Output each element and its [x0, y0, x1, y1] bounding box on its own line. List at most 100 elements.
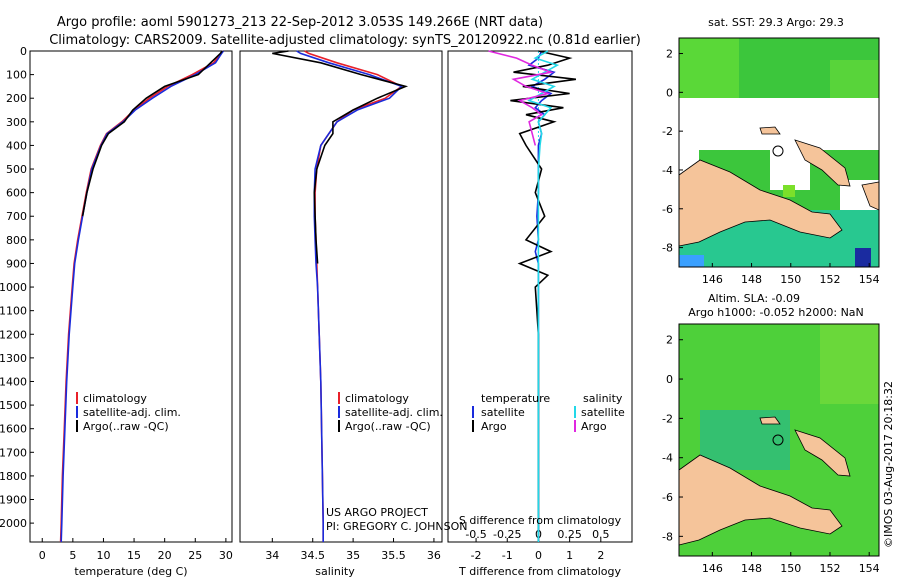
project-line1: US ARGO PROJECT: [326, 506, 428, 519]
map-top-land-new-guinea: [678, 159, 843, 247]
map-y-tick-label: -2: [662, 412, 673, 425]
x-tick-label: 2: [597, 549, 604, 562]
series-line-2: [527, 50, 560, 542]
y-tick-label: 1000: [0, 281, 27, 294]
series-line-0: [527, 50, 556, 542]
series-line-1: [60, 50, 225, 543]
x-tick-label: 25: [188, 549, 202, 562]
x-tick-label: -2: [471, 549, 482, 562]
map-top-cool-spot: [679, 255, 704, 267]
y-tick-label: 0: [20, 45, 27, 58]
map-bottom-land-new-guinea: [678, 454, 843, 546]
map-top-land-new-britain: [794, 139, 851, 187]
header-line1: Argo profile: aoml 5901273_213 22-Sep-20…: [57, 15, 543, 30]
y-tick-label: 600: [6, 187, 27, 200]
map-top-cloud-mask: [679, 98, 879, 150]
map-x-tick-label: 146: [702, 273, 723, 286]
y-tick-label: 900: [6, 257, 27, 270]
map-x-tick-label: 146: [702, 562, 723, 575]
legend-label-argo: Argo(..raw -QC): [345, 420, 431, 433]
x-tick-label: 1: [566, 549, 573, 562]
difference-legend: temperature salinity satellite Argo sate…: [472, 392, 625, 433]
y-tick-label: 1600: [0, 423, 27, 436]
map-x-tick-label: 154: [859, 562, 880, 575]
salinity-legend: climatology satellite-adj. clim. Argo(..…: [338, 392, 443, 433]
y-tick-label: 1700: [0, 446, 27, 459]
header-line2: Climatology: CARS2009. Satellite-adjuste…: [49, 33, 641, 48]
y-tick-label: 1800: [0, 470, 27, 483]
map-y-tick-label: -4: [662, 452, 673, 465]
x-tick-label: 34: [265, 549, 279, 562]
map-bottom-frame: [678, 323, 880, 557]
y-tick-label: 500: [6, 163, 27, 176]
map-x-tick-label: 150: [780, 273, 801, 286]
map-y-tick-label: -6: [662, 491, 673, 504]
salinity-panel-frame: [239, 50, 443, 543]
y-tick-label: 1900: [0, 494, 27, 507]
x-tick-label: 15: [127, 549, 141, 562]
map-bottom-float-marker: [772, 434, 784, 446]
difference-x-label: T difference from climatology: [458, 565, 621, 578]
map-x-tick-label: 150: [780, 562, 801, 575]
y-tick-label: 1200: [0, 328, 27, 341]
x-tick-label: 30: [219, 549, 233, 562]
credit-text: ©IMOS 03-Aug-2017 20:18:32: [882, 381, 895, 548]
map-bottom-title2: Argo h1000: -0.052 h2000: NaN: [688, 306, 864, 319]
map-top-bright-patch: [679, 38, 739, 98]
y-tick-label: 800: [6, 234, 27, 247]
legend-label-climatology: climatology: [83, 392, 147, 405]
map-top-title: sat. SST: 29.3 Argo: 29.3: [708, 16, 844, 29]
temperature-x-label: temperature (deg C): [74, 565, 187, 578]
project-line2: PI: GREGORY C. JOHNSON: [326, 520, 467, 533]
y-tick-label: 2000: [0, 517, 27, 530]
map-top-warm-spot: [783, 185, 795, 197]
map-top-land-new-ireland: [759, 126, 781, 135]
legend-label-sal-satellite: satellite: [581, 406, 625, 419]
y-tick-label: 400: [6, 139, 27, 152]
x-tick-label: 0: [535, 549, 542, 562]
legend-label-temp-argo: Argo: [481, 420, 507, 433]
series-line-2: [272, 50, 409, 264]
legend-label-satellite: satellite-adj. clim.: [83, 406, 181, 419]
map-x-tick-label: 148: [741, 562, 762, 575]
y-tick-label: 1300: [0, 352, 27, 365]
series-line-1: [510, 50, 577, 542]
legend-heading-salinity: salinity: [583, 392, 623, 405]
x-tick-label: 5: [69, 549, 76, 562]
map-bottom-bright-patch: [820, 324, 879, 404]
x-tick-label: 10: [96, 549, 110, 562]
series-line-0: [59, 50, 224, 543]
map-top: [678, 37, 880, 268]
series-line-2: [81, 50, 223, 217]
y-tick-label: 1100: [0, 305, 27, 318]
legend-label-climatology: climatology: [345, 392, 409, 405]
s-tick-label: -0.5: [465, 528, 486, 541]
series-line-1: [296, 50, 404, 542]
legend-label-sal-argo: Argo: [581, 420, 607, 433]
legend-label-satellite: satellite-adj. clim.: [345, 406, 443, 419]
x-tick-label: 34.5: [300, 549, 325, 562]
y-tick-label: 100: [6, 69, 27, 82]
x-tick-label: 0: [39, 549, 46, 562]
map-y-tick-label: 2: [666, 48, 673, 61]
y-tick-label: 1500: [0, 399, 27, 412]
s-tick-label: -0.25: [493, 528, 521, 541]
x-tick-label: -1: [502, 549, 513, 562]
x-tick-label: 35: [346, 549, 360, 562]
x-tick-label: 36: [427, 549, 441, 562]
map-bottom-land-new-ireland: [759, 416, 781, 425]
y-tick-label: 700: [6, 210, 27, 223]
series-line-3: [488, 50, 554, 146]
map-y-tick-label: 2: [666, 334, 673, 347]
map-y-tick-label: 0: [666, 86, 673, 99]
map-y-tick-label: -2: [662, 125, 673, 138]
y-tick-label: 300: [6, 116, 27, 129]
map-bottom: [678, 323, 880, 557]
map-y-tick-label: -4: [662, 164, 673, 177]
legend-label-temp-satellite: satellite: [481, 406, 525, 419]
salinity-x-label: salinity: [315, 565, 355, 578]
y-tick-label: 200: [6, 92, 27, 105]
map-x-tick-label: 148: [741, 273, 762, 286]
map-bottom-title1: Altim. SLA: -0.09: [708, 292, 800, 305]
